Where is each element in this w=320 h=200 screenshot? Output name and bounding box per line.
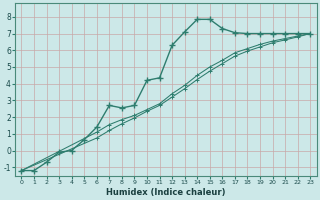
X-axis label: Humidex (Indice chaleur): Humidex (Indice chaleur) <box>106 188 226 197</box>
